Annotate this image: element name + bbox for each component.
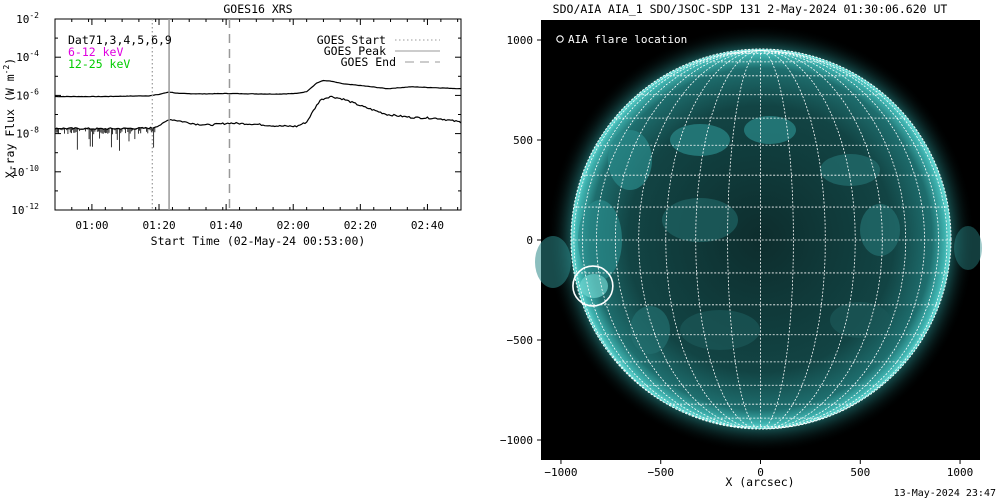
x-tick-label-1: 01:20 [142, 219, 175, 232]
heliographic-grid [571, 50, 951, 429]
annotation-detectors: Dat71,3,4,5,6,9 [68, 33, 172, 47]
y-tick-label-5: 10-12 [11, 202, 39, 217]
x-tick-label-0: 01:00 [75, 219, 108, 232]
flare-location-legend-label: AIA flare location [568, 33, 687, 46]
legend-label-goes-peak: GOES Peak [324, 44, 386, 58]
footer-timestamp: 13-May-2024 23:47 [894, 488, 996, 499]
aia-y-tick-label-2: 0 [526, 234, 533, 247]
annotation-6-12kev: 6-12 keV [68, 45, 123, 59]
x-tick-label-2: 01:40 [210, 219, 243, 232]
aia-x-tick-label-3: 500 [850, 466, 870, 479]
series-line-long [55, 79, 461, 98]
aia-x-tick-label-2: 0 [757, 466, 764, 479]
x-tick-label-3: 02:00 [277, 219, 310, 232]
aia-y-tick-label-1: 500 [513, 134, 533, 147]
aia-image-title: SDO/AIA AIA_1 SDO/JSOC-SDP 131 2-May-202… [553, 2, 948, 16]
y-tick-label-0: 10-2 [16, 11, 39, 26]
aia-image-panel: SDO/AIA AIA_1 SDO/JSOC-SDP 131 2-May-202… [500, 2, 982, 489]
series-line-short [55, 95, 461, 131]
flare-location-legend-icon [556, 35, 564, 43]
lightcurve-x-axis: 01:00 01:20 01:40 02:00 02:20 02:40 [54, 19, 459, 232]
flare-location-circle [572, 265, 614, 307]
aia-x-axis: −1000 −500 0 500 1000 [544, 460, 973, 479]
legend-label-goes-end: GOES End [341, 55, 396, 69]
lightcurve-legend: GOES Start GOES Peak GOES End [317, 33, 440, 69]
legend-label-goes-start: GOES Start [317, 33, 386, 47]
y-tick-label-1: 10-4 [16, 49, 39, 64]
aia-y-tick-label-4: −1000 [500, 434, 533, 447]
y-tick-label-3: 10-8 [16, 126, 39, 141]
x-tick-label-4: 02:20 [344, 219, 377, 232]
aia-x-tick-label-0: −1000 [544, 466, 577, 479]
aia-x-tick-label-1: −500 [647, 466, 674, 479]
lightcurve-y-axis-title: X-ray Flux (W m-2) [2, 58, 17, 178]
channel-annotations: Dat71,3,4,5,6,9 6-12 keV 12-25 keV [68, 33, 172, 71]
aia-y-axis: 1000 500 0 −500 −1000 [500, 34, 541, 447]
aia-x-tick-label-4: 1000 [947, 466, 974, 479]
y-tick-label-4: 10-10 [11, 164, 39, 179]
short-channel-noise [55, 126, 156, 151]
lightcurve-title: GOES16 XRS [223, 2, 292, 16]
lightcurve-panel: GOES16 XRS 10-2 10-4 10-6 10-8 10-10 10-12 01… [2, 2, 462, 248]
aia-x-axis-title: X (arcsec) [725, 475, 794, 489]
aia-y-tick-label-0: 1000 [507, 34, 534, 47]
aia-y-tick-label-3: −500 [507, 334, 534, 347]
annotation-12-25kev: 12-25 keV [68, 57, 130, 71]
lightcurve-y-axis: 10-2 10-4 10-6 10-8 10-10 10-12 [11, 11, 461, 217]
aia-legend: AIA flare location [556, 33, 687, 46]
x-tick-label-5: 02:40 [411, 219, 444, 232]
y-tick-label-2: 10-6 [16, 87, 39, 102]
lightcurve-x-axis-title: Start Time (02-May-24 00:53:00) [151, 234, 366, 248]
solar-disk-image [535, 25, 982, 453]
